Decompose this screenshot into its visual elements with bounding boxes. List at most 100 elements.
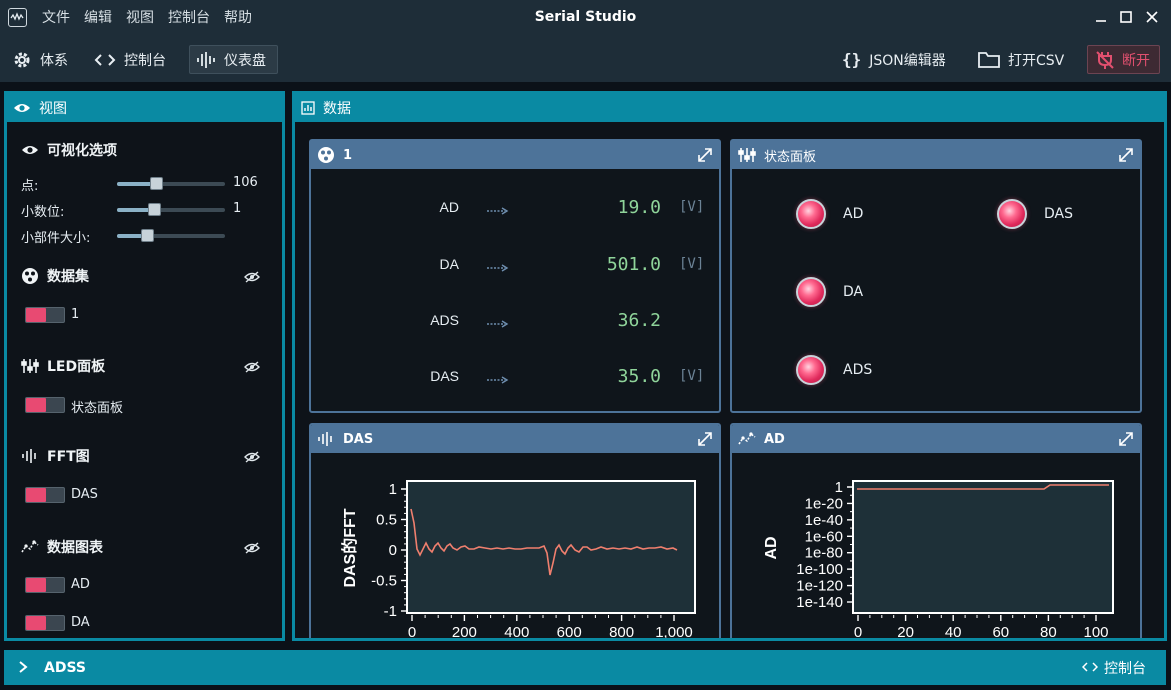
arrow-right-icon bbox=[487, 264, 509, 272]
eye-off-icon[interactable] bbox=[244, 361, 260, 373]
toggle-on-indicator bbox=[26, 616, 46, 630]
json-editor-button[interactable]: {} JSON编辑器 bbox=[836, 45, 952, 74]
dataset-row-name: AD bbox=[439, 199, 459, 215]
led-panel-item-label: 状态面板 bbox=[71, 401, 124, 416]
menu-console[interactable]: 控制台 bbox=[168, 10, 210, 26]
ad-ytick-label: 1 bbox=[835, 479, 843, 496]
fft-xtick-label: 600 bbox=[557, 624, 582, 641]
minimize-icon bbox=[1096, 20, 1106, 22]
menu-edit[interactable]: 编辑 bbox=[84, 10, 112, 26]
plot-group-title: 数据图表 bbox=[47, 540, 103, 556]
toggle-on-indicator bbox=[26, 398, 46, 412]
points-slider-handle[interactable] bbox=[149, 177, 163, 190]
widget-size-slider-handle[interactable] bbox=[141, 229, 155, 242]
eye-off-icon[interactable] bbox=[244, 542, 260, 554]
waveform-icon bbox=[197, 51, 215, 68]
dataset-row-name: DAS bbox=[430, 368, 459, 384]
ad-ytick-label: 1e-140 bbox=[796, 594, 843, 611]
setup-button[interactable]: 体系 bbox=[6, 45, 74, 74]
fft-ylabel: DAS的FFT bbox=[340, 508, 359, 587]
dashboard-label: 仪表盘 bbox=[224, 52, 266, 69]
eye-icon bbox=[14, 104, 30, 112]
dataset-row-value: 35.0 bbox=[617, 366, 661, 387]
data-panel: 数据 1 AD 19.0 [V] DA 501.0 [V] ADS bbox=[292, 91, 1167, 641]
fft-plot: DAS的FFT 1 0.5 0 -0.5 -1 0 200 400 600 800 1,000 bbox=[340, 480, 696, 641]
fft-widget-title: DAS bbox=[343, 431, 374, 447]
expand-icon[interactable] bbox=[1118, 147, 1134, 163]
led-widget-title: 状态面板 bbox=[764, 149, 817, 165]
fft-ytick-label: -0.5 bbox=[371, 573, 397, 590]
dataset-row: DAS 35.0 [V] bbox=[311, 366, 721, 392]
ad-plot: AD 11e-201e-401e-601e-801e-1001e-1201e-1… bbox=[763, 479, 1114, 641]
eye-off-icon[interactable] bbox=[244, 271, 260, 283]
menu-file[interactable]: 文件 bbox=[42, 10, 70, 26]
menu-view[interactable]: 视图 bbox=[126, 10, 154, 26]
console-button[interactable]: 控制台 bbox=[88, 45, 172, 74]
disconnect-label: 断开 bbox=[1122, 52, 1150, 69]
expand-icon[interactable] bbox=[1118, 431, 1134, 447]
arrow-right-icon bbox=[487, 376, 509, 384]
console-bar-button[interactable]: 控制台 bbox=[1104, 660, 1146, 677]
dataset-row-unit: [V] bbox=[679, 368, 705, 384]
maximize-button[interactable] bbox=[1113, 0, 1139, 34]
dataset-icon bbox=[22, 268, 38, 284]
ad-ytick-label: 1e-120 bbox=[796, 578, 843, 595]
dataset-item-label: 1 bbox=[71, 307, 80, 322]
open-csv-label: 打开CSV bbox=[1008, 52, 1065, 69]
chevron-right-icon bbox=[19, 661, 28, 673]
dataset-widget-header: 1 bbox=[311, 141, 719, 169]
maximize-icon bbox=[1120, 11, 1132, 23]
expand-icon[interactable] bbox=[697, 431, 713, 447]
fft-group-heading: FFT图 bbox=[21, 446, 90, 466]
fft-toggle-das[interactable] bbox=[25, 487, 65, 503]
fft-trace bbox=[410, 508, 678, 576]
menu-help[interactable]: 帮助 bbox=[224, 10, 252, 26]
visual-options-title: 可视化选项 bbox=[47, 143, 117, 159]
open-csv-button[interactable]: 打开CSV bbox=[972, 45, 1070, 74]
led-widget-header: 状态面板 bbox=[732, 141, 1140, 169]
fft-ytick-label: 1 bbox=[389, 481, 397, 498]
dataset-row-name: DA bbox=[439, 256, 459, 272]
led-panel-icon bbox=[738, 148, 756, 162]
arrow-right-icon bbox=[487, 207, 509, 215]
view-panel-title: 视图 bbox=[39, 101, 67, 117]
ad-plot-area bbox=[852, 480, 1114, 614]
dataset-widget-title: 1 bbox=[343, 147, 353, 163]
fft-widget: DAS DAS的FFT 1 0.5 0 -0.5 -1 0 200 400 600 800 1,0… bbox=[309, 423, 721, 641]
plot-toggle-da[interactable] bbox=[25, 615, 65, 631]
eye-off-icon[interactable] bbox=[244, 451, 260, 463]
ad-xtick-label: 0 bbox=[854, 624, 862, 641]
disconnect-button[interactable]: 断开 bbox=[1087, 45, 1160, 74]
led-indicator bbox=[997, 199, 1027, 229]
gear-icon bbox=[14, 52, 30, 67]
close-window-button[interactable] bbox=[1139, 0, 1165, 34]
minimize-button[interactable] bbox=[1088, 0, 1114, 34]
fft-ytick-label: 0 bbox=[389, 542, 397, 559]
decimals-slider[interactable] bbox=[117, 203, 225, 216]
braces-icon: {} bbox=[842, 50, 862, 69]
dataset-row: AD 19.0 [V] bbox=[311, 197, 721, 223]
plug-off-icon bbox=[1096, 50, 1114, 69]
dataset-group-heading: 数据集 bbox=[21, 266, 89, 286]
fft-xtick-label: 400 bbox=[504, 624, 529, 641]
fft-icon bbox=[22, 449, 36, 463]
led-panel-toggle[interactable] bbox=[25, 397, 65, 413]
expand-icon[interactable] bbox=[697, 147, 713, 163]
widget-size-slider[interactable] bbox=[117, 229, 225, 242]
ad-xtick-label: 40 bbox=[945, 624, 962, 641]
code-icon bbox=[94, 53, 116, 66]
decimals-slider-handle[interactable] bbox=[147, 203, 161, 216]
led-indicator bbox=[796, 199, 826, 229]
close-icon bbox=[1146, 11, 1158, 23]
dashboard-button[interactable]: 仪表盘 bbox=[189, 45, 278, 74]
dataset-row-value: 36.2 bbox=[617, 310, 661, 331]
fft-item-label: DAS bbox=[71, 487, 98, 502]
eye-icon bbox=[22, 146, 38, 154]
ad-ytick-label: 1e-40 bbox=[805, 512, 843, 529]
console-bar[interactable]: ADSS 控制台 bbox=[4, 650, 1166, 685]
dataset-toggle-1[interactable] bbox=[25, 307, 65, 323]
points-slider[interactable] bbox=[117, 177, 225, 190]
plot-toggle-ad[interactable] bbox=[25, 577, 65, 593]
view-panel: 视图 可视化选项 点: 106 小数位: 1 小部件大小: 数据集 bbox=[4, 91, 285, 641]
